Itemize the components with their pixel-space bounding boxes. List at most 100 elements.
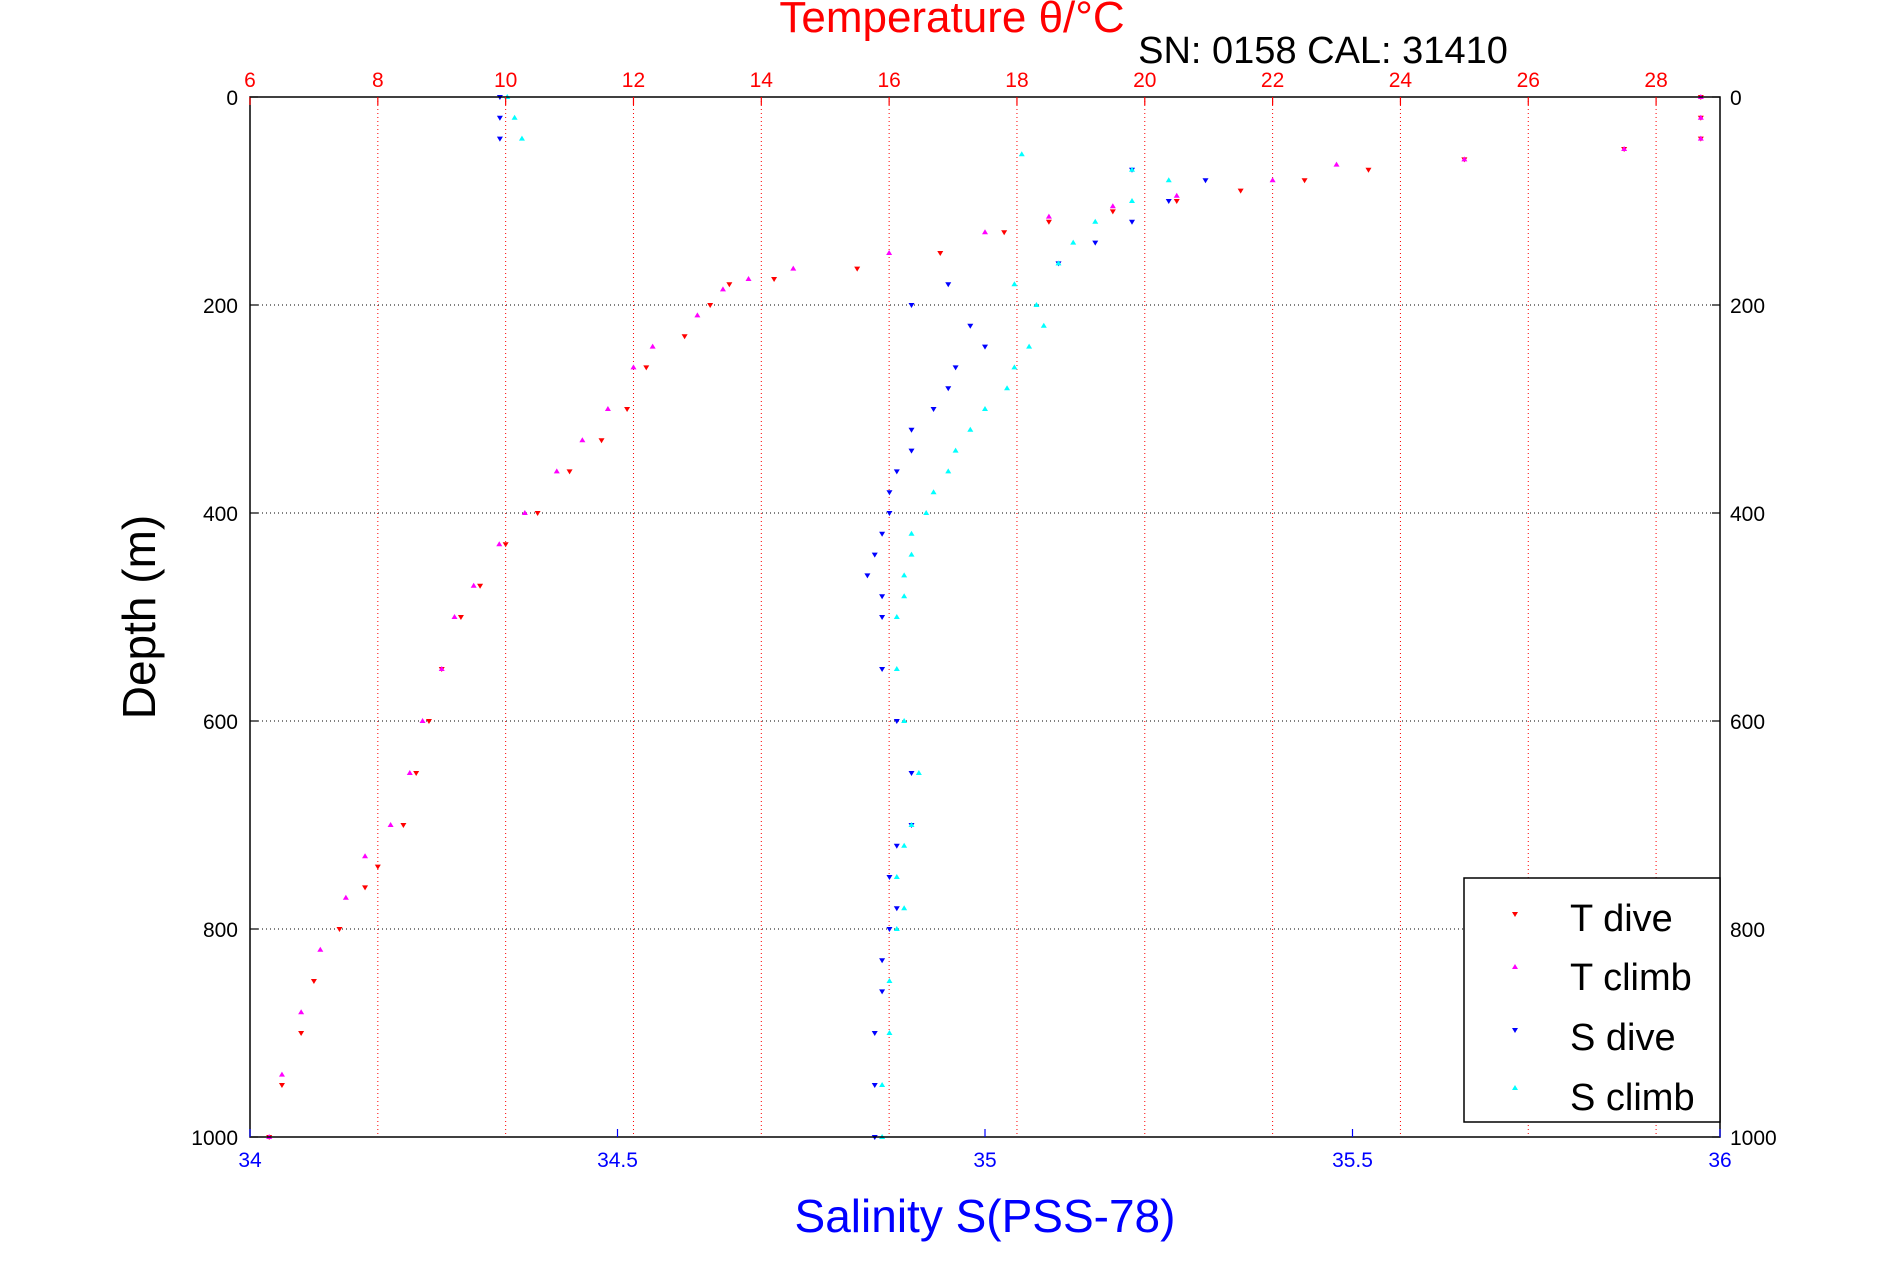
point-s-dive-25: [879, 615, 886, 620]
point-s-climb-8: [1070, 239, 1077, 245]
point-t-dive-28: [413, 771, 420, 776]
point-s-dive-26: [879, 667, 886, 672]
point-s-dive-2: [496, 136, 503, 142]
point-s-climb-16: [982, 406, 988, 411]
point-t-climb-14: [719, 286, 726, 292]
point-s-climb-21: [923, 510, 930, 515]
point-t-dive-30: [374, 864, 381, 870]
point-t-dive-32: [336, 927, 343, 932]
point-s-dive-15: [930, 407, 937, 412]
point-s-climb-28: [901, 718, 908, 723]
tick-label-temp-16: 16: [877, 69, 900, 92]
tick-label-temp-28: 28: [1644, 69, 1667, 92]
point-t-climb-11: [886, 250, 893, 255]
point-t-dive-13: [854, 266, 861, 272]
tick-label-sal-34: 34: [238, 1149, 262, 1172]
point-t-dive-19: [624, 407, 631, 412]
point-t-climb-32: [298, 1009, 305, 1015]
tick-label-sal-35: 35: [973, 1149, 996, 1172]
point-s-climb-34: [893, 926, 900, 931]
series-layer: [266, 94, 1704, 1140]
point-t-dive-35: [278, 1083, 285, 1088]
point-s-climb-19: [945, 468, 952, 474]
chart-subtitle: SN: 0158 CAL: 31410: [1138, 30, 1508, 72]
point-s-dive-14: [945, 386, 952, 392]
point-t-dive-5: [1365, 167, 1372, 173]
tick-label-depth-left-0: 0: [226, 87, 238, 110]
point-s-dive-23: [864, 573, 871, 579]
point-s-dive-18: [893, 469, 900, 475]
tick-label-temp-20: 20: [1133, 69, 1156, 92]
point-s-climb-25: [901, 593, 908, 599]
point-t-climb-30: [342, 894, 349, 900]
point-s-dive-19: [886, 490, 893, 496]
point-s-climb-1: [511, 114, 518, 120]
tick-label-depth-left-600: 600: [203, 711, 238, 734]
point-s-climb-26: [893, 614, 900, 619]
point-t-dive-18: [643, 365, 650, 371]
point-t-dive-34: [298, 1031, 305, 1036]
point-s-climb-35: [886, 978, 893, 983]
point-s-dive-21: [879, 531, 886, 537]
point-s-dive-11: [967, 323, 974, 329]
legend-entry-t-climb: T climb: [1512, 957, 1692, 999]
point-s-dive-6: [1129, 219, 1135, 225]
point-t-climb-6: [1269, 177, 1276, 183]
point-s-dive-13: [952, 365, 959, 371]
point-s-climb-10: [1011, 281, 1018, 287]
tick-label-temp-8: 8: [372, 69, 384, 92]
tick-label-depth-right-600: 600: [1730, 711, 1765, 734]
point-t-climb-23: [470, 582, 477, 588]
point-s-dive-7: [1092, 240, 1099, 246]
point-t-dive-16: [707, 303, 714, 308]
point-t-climb-4: [1461, 156, 1468, 162]
point-s-climb-33: [901, 905, 908, 911]
point-t-climb-22: [496, 541, 503, 547]
point-s-dive-22: [871, 552, 878, 558]
tick-label-temp-24: 24: [1389, 69, 1413, 92]
legend-entry-s-dive: S dive: [1512, 1017, 1676, 1059]
point-s-dive-31: [886, 875, 893, 880]
point-t-climb-27: [406, 770, 413, 775]
tick-label-temp-14: 14: [750, 69, 774, 92]
tick-label-depth-right-800: 800: [1730, 919, 1765, 942]
point-s-climb-15: [1004, 385, 1011, 391]
point-s-climb-27: [893, 666, 900, 671]
point-t-dive-25: [457, 615, 464, 620]
point-s-climb-36: [886, 1030, 893, 1035]
legend-marker-s-climb: [1512, 1085, 1518, 1090]
point-t-climb-20: [553, 468, 560, 474]
point-s-climb-7: [1092, 218, 1099, 224]
point-t-dive-9: [1109, 209, 1116, 215]
tick-label-depth-right-1000: 1000: [1730, 1127, 1777, 1150]
point-t-climb-13: [745, 276, 752, 281]
point-t-dive-8: [1173, 199, 1180, 204]
tick-label-depth-left-1000: 1000: [191, 1127, 238, 1150]
legend-entry-t-dive: T dive: [1512, 898, 1673, 940]
tick-label-sal-35-5: 35.5: [1332, 1149, 1373, 1172]
point-t-climb-19: [579, 437, 586, 443]
point-t-climb-1: [1697, 114, 1704, 120]
legend-label-t-dive: T dive: [1570, 898, 1673, 940]
point-t-dive-10: [1045, 219, 1052, 225]
point-t-dive-15: [726, 282, 733, 288]
point-s-dive-20: [886, 511, 893, 516]
point-t-dive-31: [362, 885, 369, 891]
point-t-dive-12: [937, 251, 944, 256]
point-t-dive-23: [502, 542, 509, 548]
point-s-dive-37: [871, 1083, 878, 1088]
legend-label-s-climb: S climb: [1570, 1077, 1695, 1119]
point-t-climb-31: [317, 946, 324, 952]
point-t-dive-6: [1301, 178, 1308, 184]
y-axis-label: Depth (m): [113, 515, 165, 719]
point-t-dive-11: [1001, 230, 1008, 236]
tick-label-temp-18: 18: [1005, 69, 1028, 92]
point-t-climb-15: [694, 312, 701, 318]
point-t-climb-29: [362, 853, 369, 859]
point-t-climb-12: [790, 265, 797, 271]
point-t-dive-21: [566, 469, 573, 475]
point-s-climb-9: [1055, 260, 1062, 266]
point-s-dive-34: [879, 958, 886, 964]
x-axis-label: Salinity S(PSS-78): [795, 1190, 1176, 1242]
chart-title: Temperature θ/°C: [779, 0, 1124, 42]
